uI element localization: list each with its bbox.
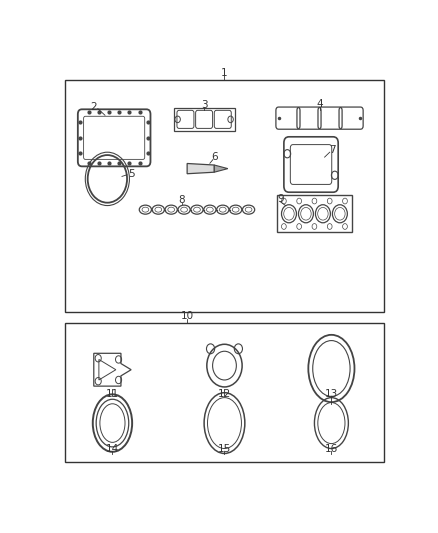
- Text: 12: 12: [218, 389, 231, 399]
- Polygon shape: [214, 165, 228, 172]
- Text: 3: 3: [201, 100, 208, 110]
- Text: 1: 1: [221, 68, 228, 78]
- Bar: [65, 80, 384, 312]
- Text: 5: 5: [128, 168, 134, 179]
- Bar: [65, 322, 384, 462]
- Text: 6: 6: [211, 152, 218, 162]
- Text: 10: 10: [180, 311, 194, 321]
- Text: 7: 7: [329, 145, 336, 155]
- Text: 8: 8: [179, 195, 185, 205]
- Polygon shape: [187, 164, 214, 174]
- Text: 9: 9: [277, 195, 284, 204]
- Text: 4: 4: [316, 99, 323, 109]
- Text: 16: 16: [325, 443, 338, 454]
- Text: 2: 2: [91, 102, 97, 112]
- Bar: [277, 195, 352, 232]
- Text: 13: 13: [325, 389, 338, 399]
- Text: 11: 11: [106, 389, 119, 399]
- Bar: [173, 108, 235, 131]
- Text: 14: 14: [106, 443, 119, 454]
- Text: 15: 15: [218, 443, 231, 454]
